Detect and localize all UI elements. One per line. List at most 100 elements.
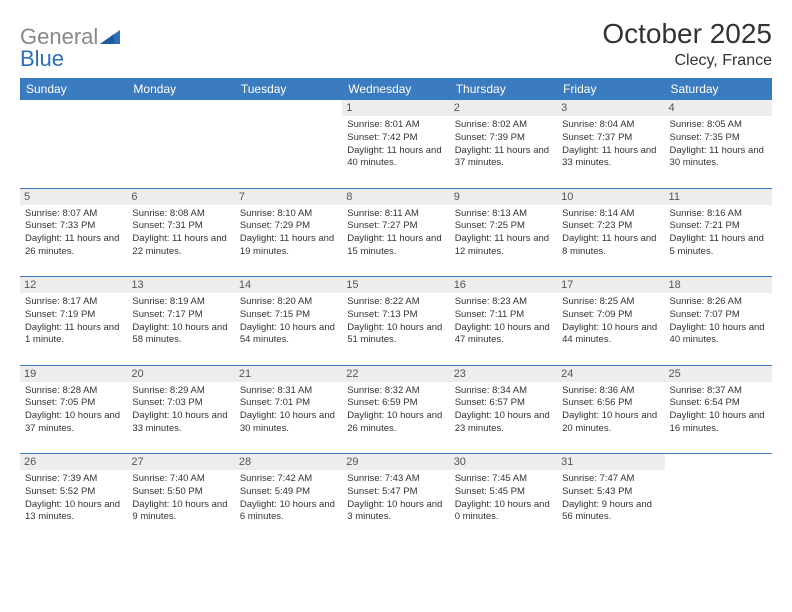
sunset-text: Sunset: 7:23 PM [562, 220, 659, 233]
sunrise-text: Sunrise: 8:13 AM [455, 208, 552, 221]
month-title: October 2025 [602, 18, 772, 50]
day-number: 17 [557, 277, 664, 293]
sunrise-text: Sunrise: 8:37 AM [670, 385, 767, 398]
daylight-text: Daylight: 10 hours and 6 minutes. [240, 499, 337, 525]
sunrise-text: Sunrise: 7:43 AM [347, 473, 444, 486]
day-cell-4: 4 Sunrise: 8:05 AMSunset: 7:35 PMDaylight… [665, 100, 772, 188]
sunset-text: Sunset: 7:09 PM [562, 309, 659, 322]
daylight-text: Daylight: 10 hours and 51 minutes. [347, 322, 444, 348]
day-info: Sunrise: 8:29 AMSunset: 7:03 PMDaylight:… [132, 385, 229, 436]
day-info: Sunrise: 8:34 AMSunset: 6:57 PMDaylight:… [455, 385, 552, 436]
day-cell-25: 25Sunrise: 8:37 AMSunset: 6:54 PMDayligh… [665, 366, 772, 454]
day-cell-13: 13 Sunrise: 8:19 AMSunset: 7:17 PMDayligh… [127, 277, 234, 365]
day-info: Sunrise: 8:31 AMSunset: 7:01 PMDaylight:… [240, 385, 337, 436]
day-number: 14 [235, 277, 342, 293]
daylight-text: Daylight: 10 hours and 54 minutes. [240, 322, 337, 348]
sunset-text: Sunset: 7:01 PM [240, 397, 337, 410]
day-cell-5: 5Sunrise: 8:07 AMSunset: 7:33 PMDaylight… [20, 189, 127, 277]
day-info: Sunrise: 8:05 AMSunset: 7:35 PMDaylight:… [670, 119, 767, 170]
day-info: Sunrise: 7:39 AMSunset: 5:52 PMDaylight:… [25, 473, 122, 524]
daylight-text: Daylight: 10 hours and 0 minutes. [455, 499, 552, 525]
sunrise-text: Sunrise: 8:19 AM [132, 296, 229, 309]
sunset-text: Sunset: 7:27 PM [347, 220, 444, 233]
logo-triangle-icon [100, 30, 120, 44]
day-info: Sunrise: 8:14 AMSunset: 7:23 PMDaylight:… [562, 208, 659, 259]
daylight-text: Daylight: 10 hours and 16 minutes. [670, 410, 767, 436]
day-number: 20 [127, 366, 234, 382]
sunrise-text: Sunrise: 8:10 AM [240, 208, 337, 221]
sunrise-text: Sunrise: 8:25 AM [562, 296, 659, 309]
day-number: 8 [342, 189, 449, 205]
day-number: 15 [342, 277, 449, 293]
day-info: Sunrise: 7:45 AMSunset: 5:45 PMDaylight:… [455, 473, 552, 524]
sunrise-text: Sunrise: 8:04 AM [562, 119, 659, 132]
week-row: 26Sunrise: 7:39 AMSunset: 5:52 PMDayligh… [20, 454, 772, 542]
sunset-text: Sunset: 5:50 PM [132, 486, 229, 499]
day-number: 11 [665, 189, 772, 205]
day-info: Sunrise: 8:28 AMSunset: 7:05 PMDaylight:… [25, 385, 122, 436]
day-number: 31 [557, 454, 664, 470]
header: General October 2025 Clecy, France [20, 18, 772, 70]
day-number: 4 [665, 100, 772, 116]
day-cell-9: 9Sunrise: 8:13 AMSunset: 7:25 PMDaylight… [450, 189, 557, 277]
day-cell-27: 27Sunrise: 7:40 AMSunset: 5:50 PMDayligh… [127, 454, 234, 542]
sunset-text: Sunset: 7:42 PM [347, 132, 444, 145]
day-cell-3: 3Sunrise: 8:04 AMSunset: 7:37 PMDaylight… [557, 100, 664, 188]
day-info: Sunrise: 8:20 AMSunset: 7:15 PMDaylight:… [240, 296, 337, 347]
sunrise-text: Sunrise: 8:31 AM [240, 385, 337, 398]
day-info: Sunrise: 7:40 AMSunset: 5:50 PMDaylight:… [132, 473, 229, 524]
sunrise-text: Sunrise: 8:07 AM [25, 208, 122, 221]
day-number: 7 [235, 189, 342, 205]
calendar-table: SundayMondayTuesdayWednesdayThursdayFrid… [20, 78, 772, 542]
location-label: Clecy, France [602, 52, 772, 70]
calendar-page: General October 2025 Clecy, France Blue … [0, 0, 792, 554]
day-header-saturday: Saturday [665, 78, 772, 100]
day-number: 21 [235, 366, 342, 382]
daylight-text: Daylight: 9 hours and 56 minutes. [562, 499, 659, 525]
day-number: 22 [342, 366, 449, 382]
day-number: 12 [20, 277, 127, 293]
daylight-text: Daylight: 11 hours and 40 minutes. [347, 145, 444, 171]
daylight-text: Daylight: 11 hours and 15 minutes. [347, 233, 444, 259]
day-cell-26: 26Sunrise: 7:39 AMSunset: 5:52 PMDayligh… [20, 454, 127, 542]
day-cell-19: 19Sunrise: 8:28 AMSunset: 7:05 PMDayligh… [20, 366, 127, 454]
day-cell-22: 22 Sunrise: 8:32 AMSunset: 6:59 PMDayligh… [342, 366, 449, 454]
day-number: 10 [557, 189, 664, 205]
daylight-text: Daylight: 10 hours and 40 minutes. [670, 322, 767, 348]
sunset-text: Sunset: 6:56 PM [562, 397, 659, 410]
sunset-text: Sunset: 7:15 PM [240, 309, 337, 322]
sunset-text: Sunset: 7:03 PM [132, 397, 229, 410]
day-info: Sunrise: 8:25 AMSunset: 7:09 PMDaylight:… [562, 296, 659, 347]
sunset-text: Sunset: 5:43 PM [562, 486, 659, 499]
day-info: Sunrise: 8:32 AMSunset: 6:59 PMDaylight:… [347, 385, 444, 436]
day-number: 30 [450, 454, 557, 470]
day-number: 9 [450, 189, 557, 205]
logo-text-blue: Blue [20, 46, 64, 71]
day-number: 13 [127, 277, 234, 293]
day-info: Sunrise: 8:22 AMSunset: 7:13 PMDaylight:… [347, 296, 444, 347]
sunrise-text: Sunrise: 7:45 AM [455, 473, 552, 486]
day-info: Sunrise: 8:26 AMSunset: 7:07 PMDaylight:… [670, 296, 767, 347]
sunset-text: Sunset: 5:49 PM [240, 486, 337, 499]
sunrise-text: Sunrise: 8:16 AM [670, 208, 767, 221]
sunset-text: Sunset: 7:29 PM [240, 220, 337, 233]
title-block: October 2025 Clecy, France [602, 18, 772, 70]
sunset-text: Sunset: 7:39 PM [455, 132, 552, 145]
week-row: 19Sunrise: 8:28 AMSunset: 7:05 PMDayligh… [20, 366, 772, 454]
day-number: 6 [127, 189, 234, 205]
daylight-text: Daylight: 10 hours and 47 minutes. [455, 322, 552, 348]
day-number: 3 [557, 100, 664, 116]
sunrise-text: Sunrise: 8:28 AM [25, 385, 122, 398]
week-row: 5Sunrise: 8:07 AMSunset: 7:33 PMDaylight… [20, 189, 772, 277]
day-cell-8: 8Sunrise: 8:11 AMSunset: 7:27 PMDaylight… [342, 189, 449, 277]
day-cell-14: 14 Sunrise: 8:20 AMSunset: 7:15 PMDayligh… [235, 277, 342, 365]
logo-blue-line: Blue [20, 46, 64, 72]
sunset-text: Sunset: 7:37 PM [562, 132, 659, 145]
day-cell-7: 7Sunrise: 8:10 AMSunset: 7:29 PMDaylight… [235, 189, 342, 277]
day-info: Sunrise: 8:16 AMSunset: 7:21 PMDaylight:… [670, 208, 767, 259]
sunrise-text: Sunrise: 7:47 AM [562, 473, 659, 486]
day-info: Sunrise: 8:19 AMSunset: 7:17 PMDaylight:… [132, 296, 229, 347]
sunset-text: Sunset: 5:47 PM [347, 486, 444, 499]
sunset-text: Sunset: 7:21 PM [670, 220, 767, 233]
day-cell-20: 20 Sunrise: 8:29 AMSunset: 7:03 PMDayligh… [127, 366, 234, 454]
